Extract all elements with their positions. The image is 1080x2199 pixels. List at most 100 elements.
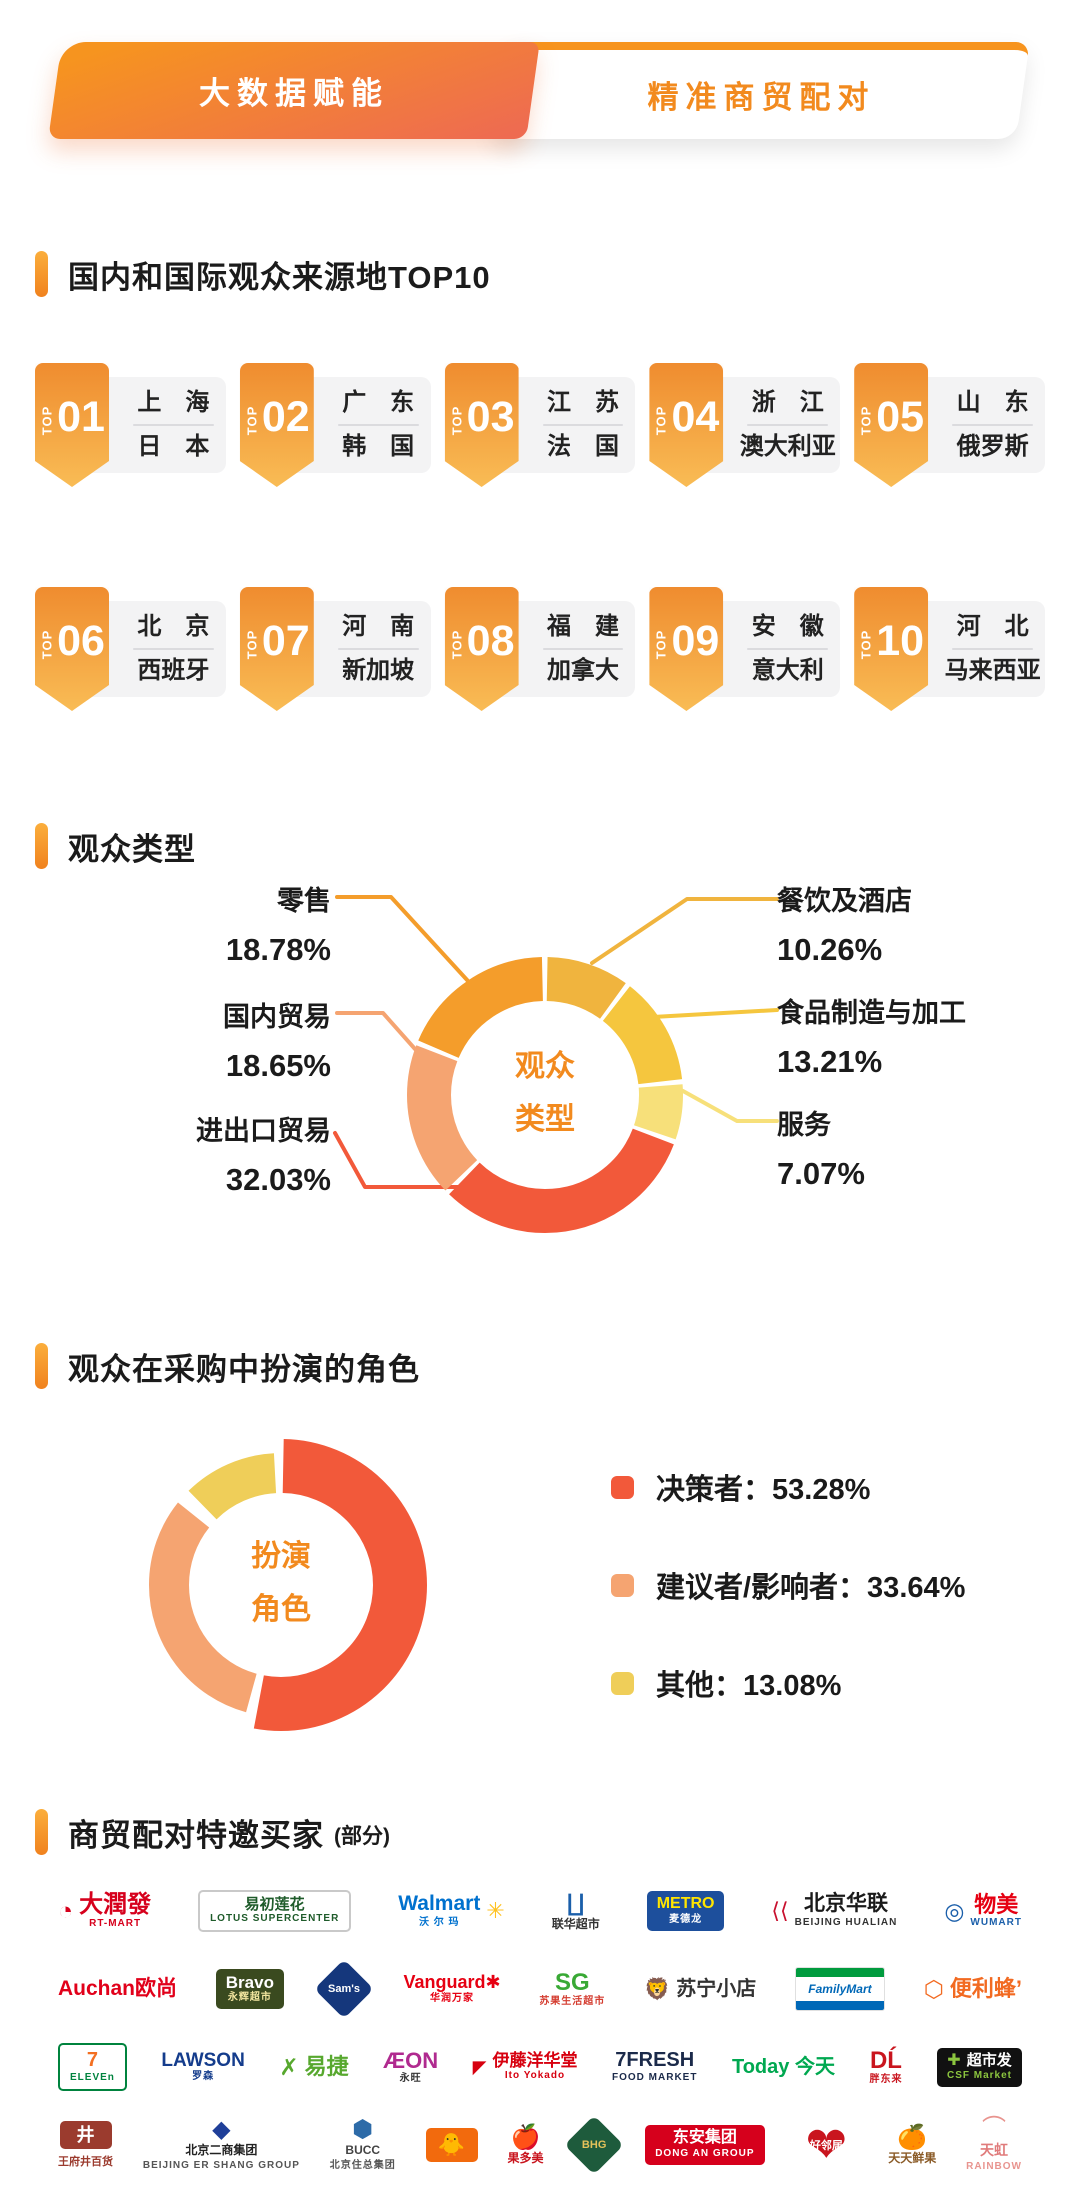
donut-center-label: 观众 类型 xyxy=(515,1050,575,1136)
top10-domestic: 山 东 xyxy=(956,389,1029,416)
donut-segment xyxy=(149,1453,413,1717)
brand-mark-icon: ⟨⟨ xyxy=(771,1897,789,1923)
brand-mark-icon: ⬢ xyxy=(352,2116,374,2144)
buyer-logo: ✚ 超市发 CSF Market xyxy=(936,2047,1022,2087)
top10-domestic: 上 海 xyxy=(137,389,210,416)
brand-mark-icon: ◤ xyxy=(472,2057,487,2077)
brand-tile: Bravo 永辉超市 xyxy=(215,1968,284,2010)
buyer-logo: Sam's xyxy=(314,1959,374,2019)
callout-label: 进出口贸易 32.03% xyxy=(196,1109,331,1198)
buyer-logo: 🍊 天天鲜果 xyxy=(888,2125,936,2165)
top-word: TOP xyxy=(858,405,874,436)
legend-swatch xyxy=(611,1573,634,1597)
top10-international: 韩 国 xyxy=(342,433,415,460)
top-rank-number: 01 xyxy=(57,393,105,441)
brand-name: 果多美 xyxy=(507,2150,544,2165)
callout-name: 食品制造与加工 xyxy=(777,998,966,1028)
buyer-logo-row: 井王府井百货 ◆ 北京二商集团 BEIJING ER SHANG GROUP ⬢ BUCC… xyxy=(58,2113,1022,2177)
buyer-logo: Bravo 永辉超市 xyxy=(215,1968,284,2010)
top10-item: 江 苏法 国 TOP 03 xyxy=(444,363,636,495)
brand-mark-icon: ✗ xyxy=(279,2053,299,2080)
brand-subname: LOTUS SUPERCENTER xyxy=(210,1913,340,1925)
brand-tile: METRO 麦德龙 xyxy=(646,1891,725,1931)
callout-label: 零售 18.78% xyxy=(226,879,331,968)
brand-name: Bravo xyxy=(225,1972,274,1992)
top10-international: 日 本 xyxy=(137,433,210,460)
legend-text: 其他：13.08% xyxy=(656,1670,842,1702)
brand-text: 苏宁小店 xyxy=(676,1978,756,2000)
brand-diamond-mark: Sam's xyxy=(314,1959,374,2019)
brand-subname: 苏果生活超市 xyxy=(539,1996,606,2008)
brand-caption: 王府井百货 xyxy=(58,2156,113,2169)
buyer-logo: 井王府井百货 xyxy=(58,2120,113,2170)
tab-big-data[interactable]: 大数据赋能 xyxy=(48,42,540,139)
donut-center-label: 扮演 角色 xyxy=(251,1540,311,1626)
title-accent-bar xyxy=(35,823,48,869)
brand-text: DĹ 胖东来 xyxy=(869,2048,902,2086)
brand-name: 天虹 xyxy=(980,2142,1009,2159)
brand-name: 东安集团 xyxy=(672,2129,737,2147)
brand-tile: 7 ELEVEn xyxy=(58,2043,127,2091)
brand-name: Auchan欧尚 xyxy=(58,1976,178,2000)
top10-international: 俄罗斯 xyxy=(956,433,1029,460)
buyer-logo: ÆON 永旺 xyxy=(383,2049,438,2085)
callout-value: 32.03% xyxy=(225,1162,331,1197)
divider xyxy=(747,648,829,650)
brand-lockup: Auchan欧尚 xyxy=(58,1976,178,2000)
buyer-logo: ❤ 好邻居 xyxy=(794,2117,858,2173)
brand-lockup: ◤ 伊藤洋华堂 Ito Yokado xyxy=(472,2051,578,2083)
brand-subname: WUMART xyxy=(970,1917,1022,1929)
donut-segment xyxy=(407,957,683,1233)
callout-name: 国内贸易 xyxy=(223,1002,331,1032)
top-word: TOP xyxy=(653,405,669,436)
brand-name: FamilyMart xyxy=(795,1977,884,2001)
buyer-logo: 东安集团 DONG AN GROUP xyxy=(645,2125,765,2165)
brand-lockup: Vanguard✱ 华润万家 xyxy=(403,1973,500,2005)
brand-text: 7FRESH FOOD MARKET xyxy=(612,2050,697,2084)
stripe-top xyxy=(795,1968,884,1977)
top-rank-number: 08 xyxy=(466,617,515,665)
brand-name: 7FRESH xyxy=(615,2049,695,2071)
callout-name: 零售 xyxy=(277,886,331,916)
top-word: TOP xyxy=(449,629,465,660)
header-tabs: 精准商贸配对 大数据赋能 xyxy=(48,42,1030,139)
legend-swatch xyxy=(611,1671,634,1695)
brand-subname: 麦德龙 xyxy=(669,1913,703,1925)
brand-tile: 🐥 xyxy=(425,2128,478,2162)
buyer-logo-row: ◔ 大潤發 RT-MART 易初莲花 LOTUS SUPERCENTER Walmart 沃… xyxy=(58,1879,1022,1943)
brand-tile: 东安集团 DONG AN GROUP xyxy=(645,2125,765,2165)
brand-name: SG xyxy=(554,1968,590,1996)
top10-rank-badge: TOP 04 xyxy=(649,363,724,487)
brand-tile-line: 🐥 xyxy=(438,2133,465,2156)
brand-text: 伊藤洋华堂 Ito Yokado xyxy=(493,2051,578,2083)
divider xyxy=(952,648,1033,650)
callout-name: 进出口贸易 xyxy=(196,1116,331,1146)
brand-stripes-mark: FamilyMart xyxy=(794,1967,885,2011)
brand-name: Vanguard✱ xyxy=(403,1972,501,1993)
top10-domestic: 安 徽 xyxy=(751,613,824,640)
divider xyxy=(337,424,419,426)
brand-name: BHG xyxy=(582,2138,607,2151)
top10-item: 广 东韩 国 TOP 02 xyxy=(239,363,431,495)
buyer-logo: FamilyMart xyxy=(794,1967,885,2011)
top-word: TOP xyxy=(244,629,260,660)
top10-domestic: 广 东 xyxy=(342,389,415,416)
brand-name: 易捷 xyxy=(304,2054,349,2080)
tab-trade-matching[interactable]: 精准商贸配对 xyxy=(493,42,1030,139)
legend-item: 建议者/影响者：33.64% xyxy=(611,1564,965,1606)
buyers-title-note: (部分) xyxy=(334,1825,390,1848)
buyer-logo: SG 苏果生活超市 xyxy=(539,1970,605,2008)
brand-subname: ELEVEn xyxy=(70,2072,115,2083)
brand-text: Vanguard✱ 华润万家 xyxy=(403,1973,500,2005)
roles-title: 观众在采购中扮演的角色 xyxy=(68,1351,420,1387)
buyer-logo: 🍎 果多美 xyxy=(507,2125,544,2165)
brand-lockup: ⟨⟨ 北京华联 BEIJING HUALIAN xyxy=(771,1893,897,1928)
buyer-logo: ⌒ 天虹 RAINBOW xyxy=(966,2117,1022,2173)
brand-name: DĹ xyxy=(869,2046,902,2074)
brand-tile-line: ✚ 超市发 xyxy=(947,2052,1011,2069)
title-accent-bar xyxy=(35,251,48,297)
callout-value: 13.21% xyxy=(777,1044,883,1079)
top-word: TOP xyxy=(858,629,874,660)
top-rank-number: 04 xyxy=(671,393,720,441)
